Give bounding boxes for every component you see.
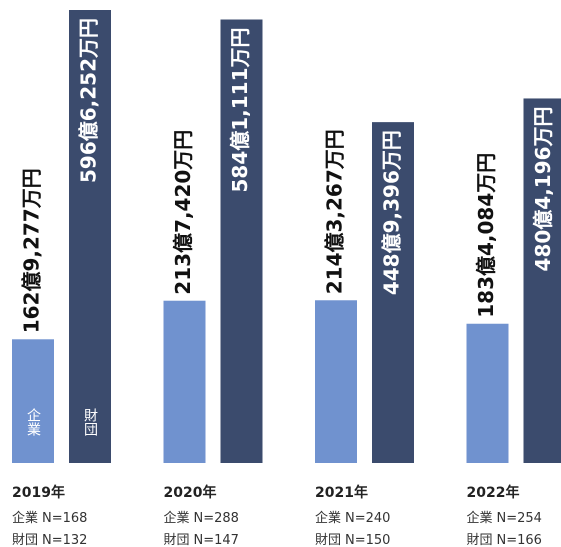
legend-label: 財団 xyxy=(82,408,98,436)
n-label: 企業 N=254 xyxy=(467,510,542,526)
n-label: 財団 N=150 xyxy=(315,533,390,547)
bar xyxy=(372,122,414,464)
bar xyxy=(163,300,206,463)
value-label: 213億7,420万円 xyxy=(171,130,195,295)
value-label: 183億4,084万円 xyxy=(474,153,498,318)
value-label: 480億4,196万円 xyxy=(531,106,555,271)
category-label: 2019年 xyxy=(12,484,65,501)
n-label: 企業 N=240 xyxy=(315,510,390,526)
series-name: 企業 xyxy=(315,510,341,526)
bar xyxy=(12,339,54,463)
legend-label: 企業 xyxy=(25,407,41,436)
n-count: N=132 xyxy=(42,533,87,547)
n-count: N=288 xyxy=(194,511,239,526)
category-label: 2020年 xyxy=(164,484,217,501)
value-label: 162億9,277万円 xyxy=(20,168,44,333)
value-label: 584億1,111万円 xyxy=(228,28,252,193)
series-name: 財団 xyxy=(315,533,341,547)
series-name: 財団 xyxy=(467,533,493,547)
value-label: 214億3,267万円 xyxy=(323,129,347,294)
bar xyxy=(220,19,263,464)
n-count: N=240 xyxy=(345,511,390,526)
series-name: 企業 xyxy=(467,510,493,526)
n-count: N=150 xyxy=(345,533,390,547)
series-name: 企業 xyxy=(164,510,190,526)
n-label: 財団 N=166 xyxy=(467,533,542,547)
value-label: 448億9,396万円 xyxy=(380,130,404,295)
n-count: N=147 xyxy=(194,533,239,547)
n-count: N=166 xyxy=(497,533,542,547)
n-count: N=168 xyxy=(42,511,87,526)
n-label: 財団 N=147 xyxy=(164,533,239,547)
n-label: 企業 N=168 xyxy=(12,510,87,526)
category-label: 2022年 xyxy=(467,484,520,501)
category-label: 2021年 xyxy=(315,484,368,501)
series-name: 企業 xyxy=(12,510,38,526)
series-name: 財団 xyxy=(164,533,190,547)
bar xyxy=(315,300,357,463)
bar xyxy=(466,323,509,463)
value-label: 596億6,252万円 xyxy=(77,18,101,183)
n-count: N=254 xyxy=(497,511,542,526)
n-label: 企業 N=288 xyxy=(164,510,239,526)
series-name: 財団 xyxy=(12,533,38,547)
bar xyxy=(523,98,561,463)
bar xyxy=(69,10,111,463)
n-label: 財団 N=132 xyxy=(12,533,87,547)
